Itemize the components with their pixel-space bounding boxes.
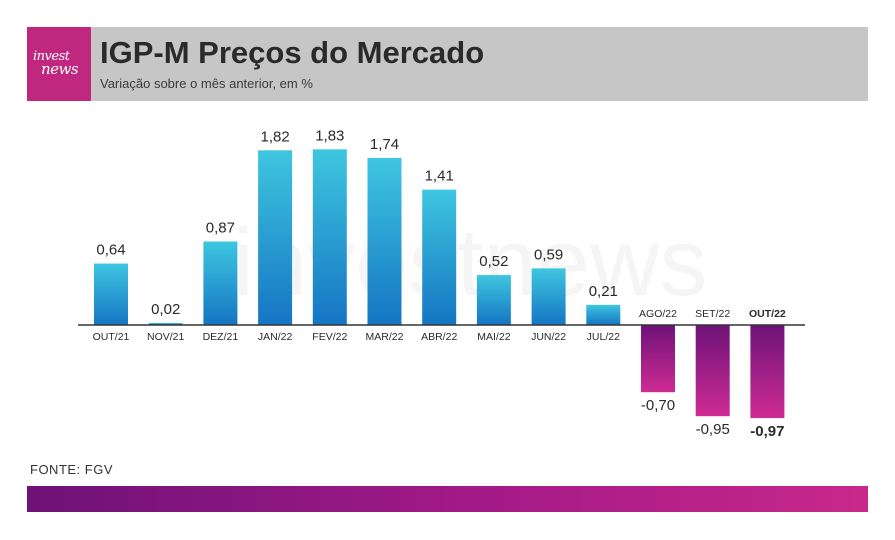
investnews-logo: invest news	[27, 27, 91, 101]
category-label-out-22: OUT/22	[749, 308, 786, 320]
value-label-abr-22: 1,41	[425, 168, 454, 185]
category-label-set-22: SET/22	[695, 308, 730, 320]
value-label-set-22: -0,95	[696, 421, 730, 438]
bar-ago-22	[641, 325, 675, 393]
bar-out-22	[750, 325, 785, 419]
bar-jan-22	[258, 150, 293, 325]
value-label-jun-22: 0,59	[534, 246, 563, 263]
logo-text-top: invest	[33, 49, 70, 64]
chart-title: IGP-M Preços do Mercado	[100, 35, 485, 70]
category-label-jul-22: JUL/22	[587, 331, 620, 343]
value-label-nov-21: 0,02	[151, 301, 180, 318]
footer-band	[27, 486, 868, 512]
category-label-nov-21: NOV/21	[147, 331, 185, 343]
value-label-out-21: 0,64	[96, 242, 125, 259]
value-label-ago-22: -0,70	[641, 397, 675, 414]
category-label-jan-22: JAN/22	[258, 331, 293, 343]
category-label-jun-22: JUN/22	[531, 331, 566, 343]
header-band	[27, 27, 868, 101]
value-label-jan-22: 1,82	[260, 128, 289, 145]
value-label-mar-22: 1,74	[370, 136, 399, 153]
bar-abr-22	[422, 189, 457, 325]
value-label-out-22: -0,97	[750, 423, 784, 440]
value-label-fev-22: 1,83	[315, 127, 344, 144]
bar-mai-22	[476, 275, 511, 325]
bar-jul-22	[586, 304, 621, 325]
category-label-out-21: OUT/21	[93, 331, 130, 343]
bar-jun-22	[531, 268, 566, 325]
logo-text-bottom: news	[41, 60, 79, 78]
bar-fev-22	[312, 149, 347, 325]
bar-nov-21	[148, 323, 183, 325]
category-label-fev-22: FEV/22	[312, 331, 347, 343]
value-label-mai-22: 0,52	[479, 253, 508, 270]
value-label-jul-22: 0,21	[589, 283, 618, 300]
bar-mar-22	[367, 157, 402, 325]
category-label-mar-22: MAR/22	[366, 331, 404, 343]
bar-set-22	[695, 325, 730, 417]
category-label-dez-21: DEZ/21	[203, 331, 239, 343]
watermark-text: investnews	[233, 209, 708, 316]
category-label-abr-22: ABR/22	[421, 331, 457, 343]
source-note: FONTE: FGV	[30, 462, 113, 477]
bar-dez-21	[203, 241, 238, 325]
value-label-dez-21: 0,87	[206, 219, 235, 236]
category-label-ago-22: AGO/22	[639, 308, 677, 320]
chart-subtitle: Variação sobre o mês anterior, em %	[100, 76, 313, 91]
bar-out-21	[94, 263, 128, 325]
category-label-mai-22: MAI/22	[477, 331, 510, 343]
